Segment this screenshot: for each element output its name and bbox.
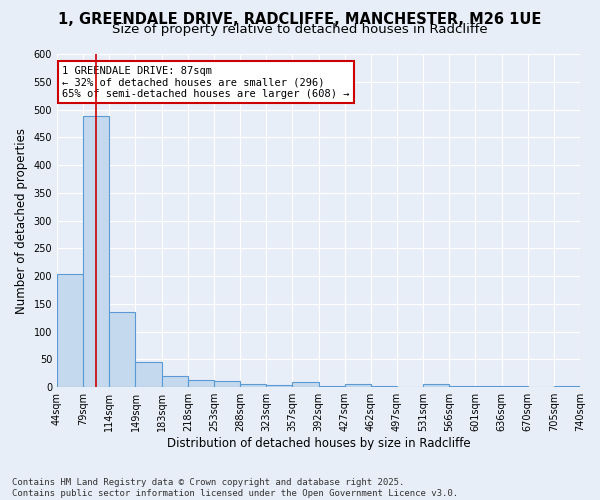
Bar bbox=[161, 376, 188, 387]
Bar bbox=[240, 384, 266, 387]
Bar bbox=[397, 386, 423, 387]
Bar bbox=[423, 384, 449, 387]
Text: Size of property relative to detached houses in Radcliffe: Size of property relative to detached ho… bbox=[112, 22, 488, 36]
Text: 1 GREENDALE DRIVE: 87sqm
← 32% of detached houses are smaller (296)
65% of semi-: 1 GREENDALE DRIVE: 87sqm ← 32% of detach… bbox=[62, 66, 350, 99]
Bar bbox=[266, 385, 292, 387]
Bar bbox=[554, 386, 580, 387]
Bar bbox=[449, 386, 475, 387]
Bar bbox=[109, 312, 136, 387]
Y-axis label: Number of detached properties: Number of detached properties bbox=[15, 128, 28, 314]
Bar bbox=[214, 381, 240, 387]
Bar bbox=[57, 274, 83, 387]
Bar bbox=[188, 380, 214, 387]
Text: Contains HM Land Registry data © Crown copyright and database right 2025.
Contai: Contains HM Land Registry data © Crown c… bbox=[12, 478, 458, 498]
Bar bbox=[344, 384, 371, 387]
X-axis label: Distribution of detached houses by size in Radcliffe: Distribution of detached houses by size … bbox=[167, 437, 470, 450]
Bar bbox=[83, 116, 109, 387]
Bar bbox=[502, 386, 528, 387]
Bar bbox=[371, 386, 397, 387]
Bar bbox=[475, 386, 502, 387]
Bar bbox=[528, 386, 554, 387]
Bar bbox=[319, 386, 344, 387]
Bar bbox=[292, 382, 319, 387]
Bar bbox=[136, 362, 161, 387]
Text: 1, GREENDALE DRIVE, RADCLIFFE, MANCHESTER, M26 1UE: 1, GREENDALE DRIVE, RADCLIFFE, MANCHESTE… bbox=[58, 12, 542, 28]
